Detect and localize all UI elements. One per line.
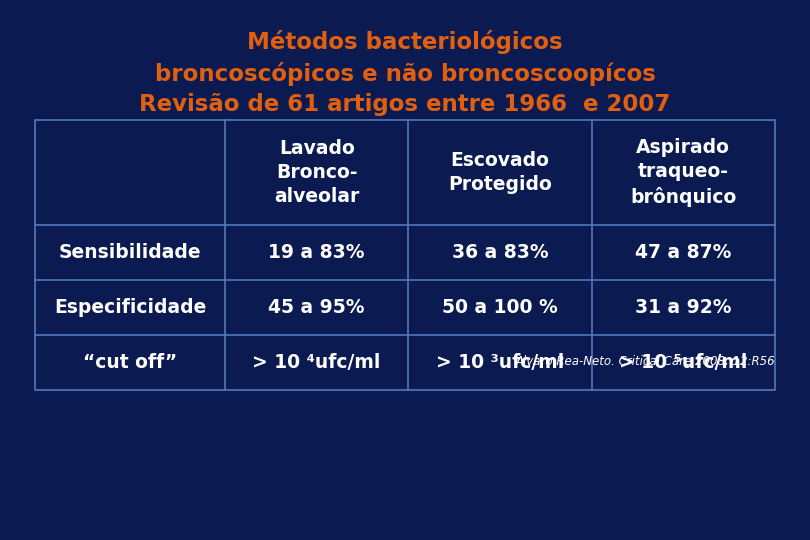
Text: > 10 ⁵ufc/ml: > 10 ⁵ufc/ml — [619, 353, 748, 372]
Text: > 10 ³ufc/ml: > 10 ³ufc/ml — [436, 353, 564, 372]
Text: 36 a 83%: 36 a 83% — [452, 243, 548, 262]
Text: 45 a 95%: 45 a 95% — [268, 298, 365, 317]
Text: Especificidade: Especificidade — [53, 298, 207, 317]
Text: Alvaro Rea-Neto. Critical Care 2008, 12:R56: Alvaro Rea-Neto. Critical Care 2008, 12:… — [515, 355, 775, 368]
Text: Métodos bacteriológicos
broncoscópicos e não broncoscoopícos
Revisão de 61 artig: Métodos bacteriológicos broncoscópicos e… — [139, 30, 671, 116]
Text: 50 a 100 %: 50 a 100 % — [442, 298, 558, 317]
Text: “cut off”: “cut off” — [83, 353, 177, 372]
Text: 19 a 83%: 19 a 83% — [268, 243, 365, 262]
Text: 47 a 87%: 47 a 87% — [635, 243, 731, 262]
Bar — [35, 120, 775, 390]
Text: Escovado
Protegido: Escovado Protegido — [448, 151, 552, 194]
Text: Lavado
Bronco-
alveolar: Lavado Bronco- alveolar — [274, 139, 360, 206]
Text: > 10 ⁴ufc/ml: > 10 ⁴ufc/ml — [253, 353, 381, 372]
Text: Sensibilidade: Sensibilidade — [58, 243, 202, 262]
Text: Aspirado
traqueo-
brônquico: Aspirado traqueo- brônquico — [630, 138, 736, 207]
Text: 31 a 92%: 31 a 92% — [635, 298, 731, 317]
